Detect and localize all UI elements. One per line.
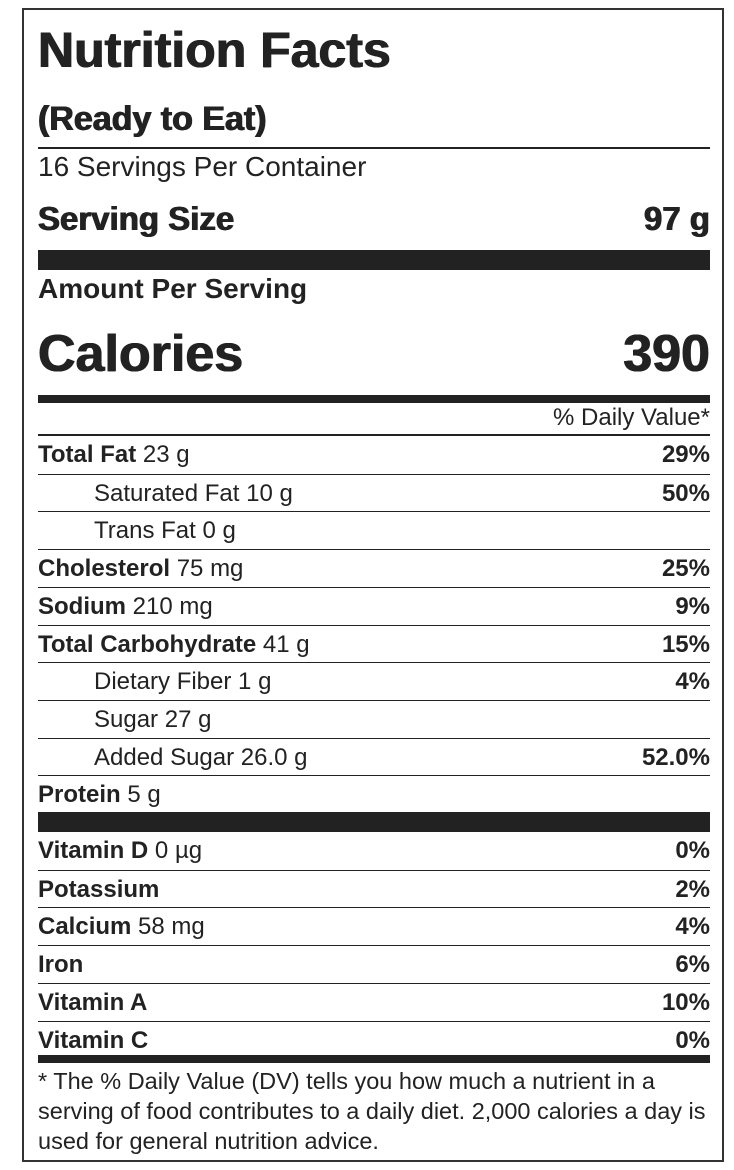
nutrient-amount: 23 g [142, 441, 190, 468]
nutrient-name: Iron [38, 951, 84, 979]
medium-bar [38, 1055, 710, 1063]
daily-value: 0% [675, 837, 710, 864]
serving-size-value: 97 g [643, 200, 710, 237]
nutrient-name: Total Carbohydrate [38, 630, 257, 658]
dv-header: % Daily Value* [553, 404, 710, 431]
nutrient-amount: 5 g [127, 781, 161, 809]
daily-value: 4% [675, 913, 710, 941]
nutrient-row: Vitamin D 0 µg 0% [38, 832, 710, 870]
divider [38, 434, 710, 436]
divider [38, 147, 710, 149]
serving-size-label: Serving Size [38, 200, 235, 237]
daily-value: 15% [661, 630, 710, 658]
nutrient-row: Dietary Fiber 1 g 4% [38, 662, 710, 700]
nutrient-name: Vitamin A [38, 988, 148, 1016]
nutrient-name: Vitamin C [38, 1026, 149, 1054]
nutrient-row: Iron 6% [38, 945, 710, 983]
nutrient-amount: 210 mg [132, 592, 213, 620]
nutrient-amount: 41 g [262, 630, 310, 658]
amount-per-serving: Amount Per Serving [38, 273, 308, 304]
nutrient-row: Protein 5 g [38, 775, 710, 813]
nutrient-name: Calcium [38, 913, 132, 941]
daily-value: 29% [661, 441, 710, 468]
nutrient-row: Vitamin C 0% [38, 1020, 710, 1059]
daily-value: 0% [675, 1026, 710, 1054]
daily-value: 10% [661, 988, 710, 1016]
nutrient-row: Sodium 210 mg 9% [38, 586, 710, 625]
calories-label: Calories [38, 325, 244, 383]
nutrient-name: Sugar [94, 705, 159, 733]
daily-value: 52.0% [641, 743, 710, 771]
nutrient-row: Calcium 58 mg 4% [38, 907, 710, 945]
nutrient-name: Total Fat [38, 441, 137, 468]
daily-value: 2% [675, 875, 710, 903]
thick-bar [38, 812, 710, 832]
nutrient-name: Trans Fat [94, 517, 196, 545]
nutrient-name: Protein [38, 781, 121, 809]
label-border [22, 8, 724, 1162]
daily-value: 25% [661, 555, 710, 583]
nutrient-amount: 10 g [246, 479, 293, 507]
nutrient-amount: 1 g [238, 668, 272, 696]
nutrient-row: Added Sugar 26.0 g 52.0% [38, 737, 710, 776]
nutrient-row: Trans Fat 0 g [38, 511, 710, 549]
nutrient-name: Cholesterol [38, 555, 171, 583]
medium-bar [38, 395, 710, 403]
title: Nutrition Facts [38, 22, 391, 78]
nutrient-row: Cholesterol 75 mg 25% [38, 549, 710, 587]
daily-value: 6% [675, 951, 710, 979]
nutrient-name: Potassium [38, 875, 160, 903]
nutrient-amount: 27 g [164, 705, 212, 733]
nutrient-row: Vitamin A 10% [38, 982, 710, 1021]
servings: 16 Servings Per Container [38, 151, 367, 182]
subtitle: (Ready to Eat) [38, 100, 267, 138]
nutrient-row: Potassium 2% [38, 869, 710, 908]
daily-value: 9% [675, 592, 710, 620]
footnote: * The % Daily Value (DV) tells you how m… [38, 1068, 706, 1154]
calories-value: 390 [623, 325, 710, 383]
nutrient-row: Total Carbohydrate 41 g 15% [38, 624, 710, 663]
daily-value: 4% [675, 668, 710, 696]
nutrient-amount: 0 µg [154, 837, 203, 864]
nutrient-amount: 0 g [202, 517, 236, 545]
nutrient-row: Total Fat 23 g 29% [38, 436, 710, 474]
nutrient-name: Saturated Fat [94, 479, 240, 507]
nutrient-amount: 26.0 g [240, 743, 308, 771]
nutrient-row: Sugar 27 g [38, 699, 710, 738]
nutrient-amount: 75 mg [176, 555, 244, 583]
nutrient-name: Sodium [38, 592, 126, 620]
nutrient-row: Saturated Fat 10 g 50% [38, 473, 710, 512]
daily-value: 50% [661, 479, 710, 507]
nutrient-name: Dietary Fiber [94, 668, 232, 696]
nutrient-name: Added Sugar [94, 743, 235, 771]
nutrient-amount: 58 mg [138, 913, 205, 941]
nutrient-name: Vitamin D [38, 837, 149, 864]
thick-bar [38, 250, 710, 270]
